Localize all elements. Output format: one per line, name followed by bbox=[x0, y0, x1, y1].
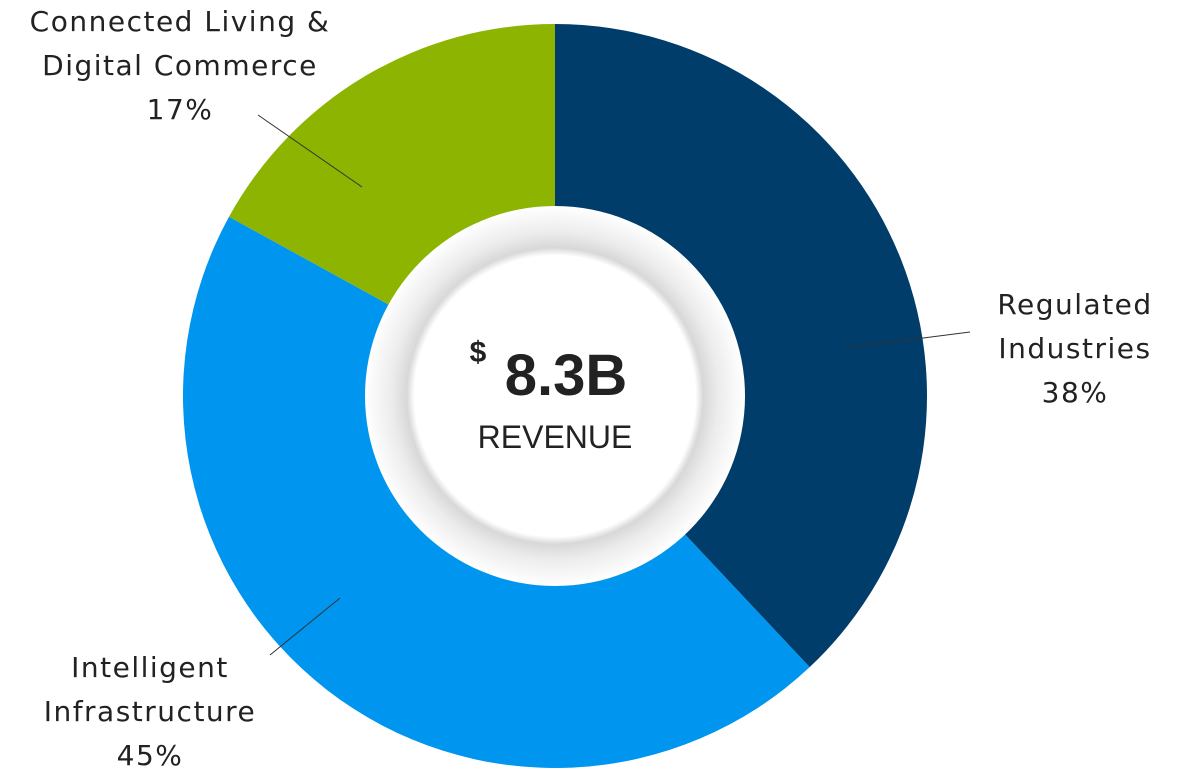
category-label: Connected Living & Digital Commerce bbox=[29, 5, 331, 82]
slice bbox=[555, 24, 927, 668]
center-label: REVENUE bbox=[478, 419, 633, 455]
center-currency: $ bbox=[470, 336, 487, 369]
value-label: 17% bbox=[146, 93, 214, 126]
center-value: 8.3B bbox=[505, 343, 628, 408]
slices bbox=[183, 24, 927, 768]
slice-label: Intelligent Infrastructure 45% bbox=[10, 646, 290, 768]
slice-label: Regulated Industries 38% bbox=[965, 283, 1185, 415]
value-label: 38% bbox=[1041, 376, 1109, 409]
leader-line bbox=[269, 597, 341, 656]
category-label: Regulated Industries bbox=[997, 288, 1153, 365]
leader-line bbox=[257, 114, 363, 188]
value-label: 45% bbox=[116, 739, 184, 768]
leader-line bbox=[844, 331, 971, 349]
category-label: Intelligent Infrastructure bbox=[43, 651, 257, 728]
slice-label: Connected Living & Digital Commerce 17% bbox=[0, 0, 360, 132]
slice bbox=[183, 216, 810, 768]
donut-hole bbox=[365, 206, 745, 586]
